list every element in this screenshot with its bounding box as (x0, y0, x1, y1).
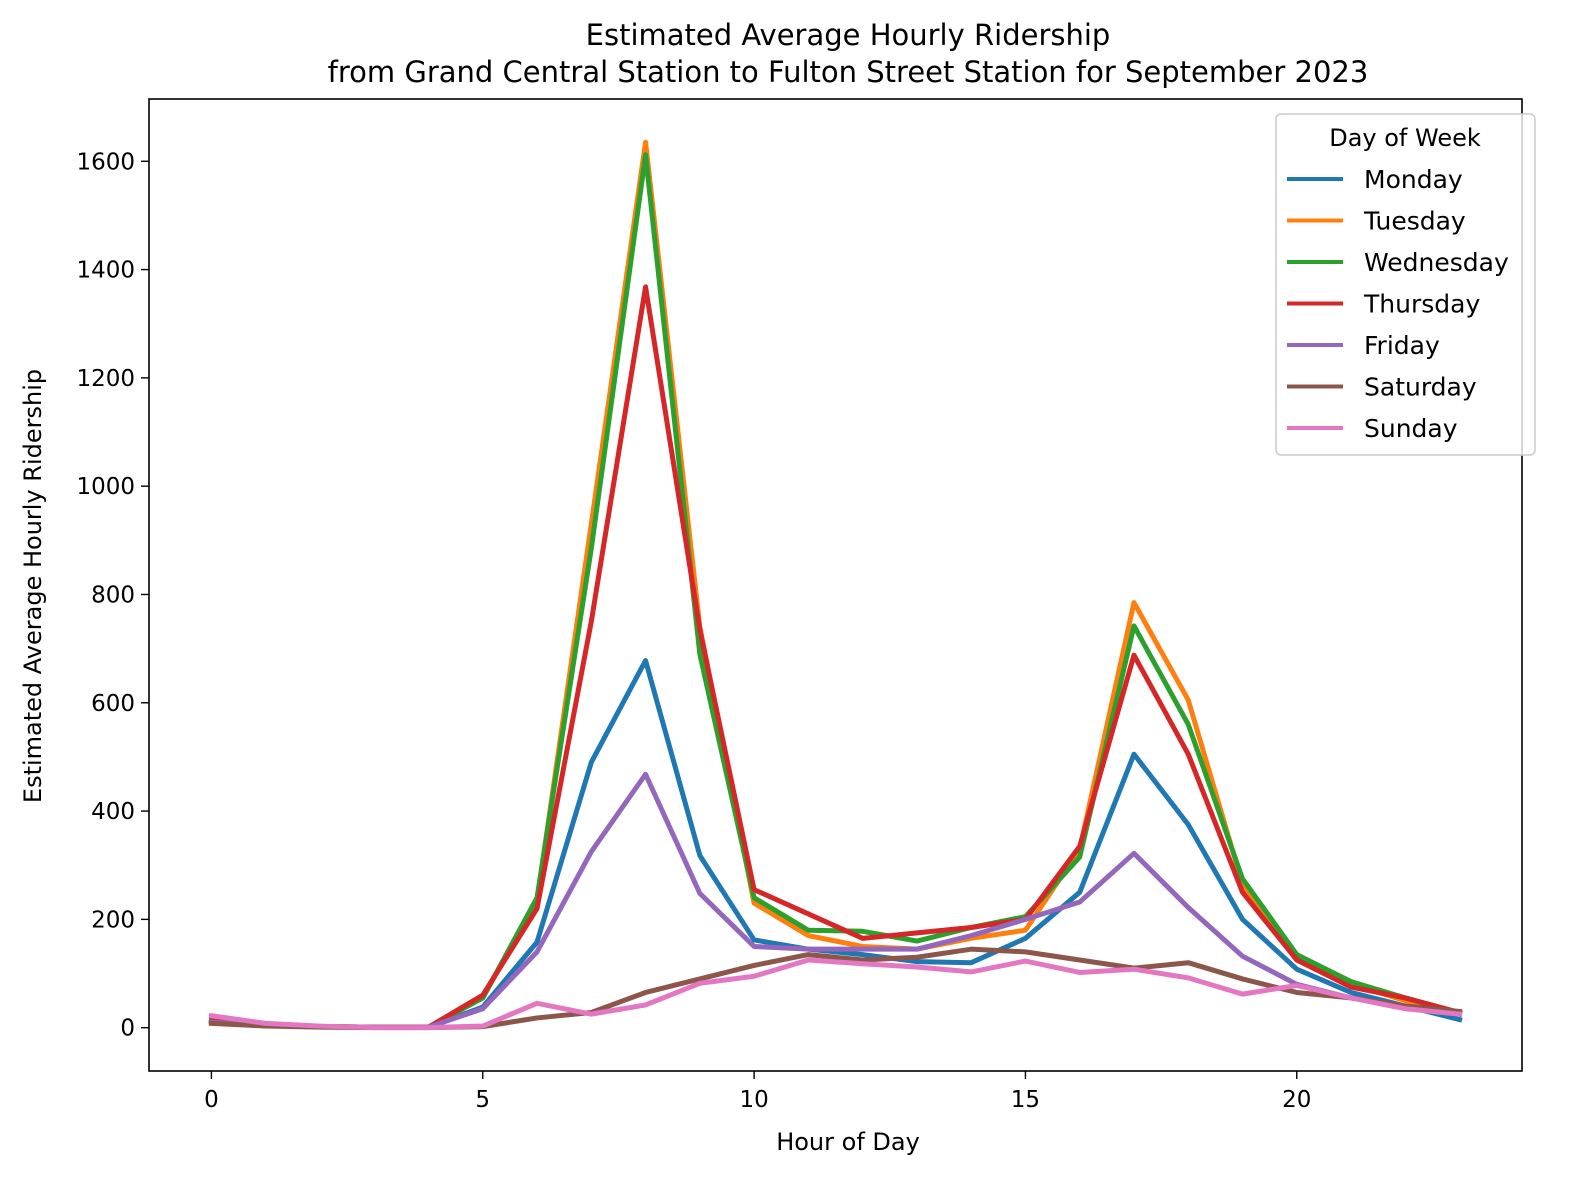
y-tick-label: 400 (91, 799, 135, 825)
series-line-sunday (208, 957, 1463, 1031)
y-tick-label: 1400 (76, 258, 135, 284)
legend-label-thursday: Thursday (1363, 290, 1480, 319)
y-tick-label: 1200 (76, 366, 135, 392)
y-tick-label: 200 (91, 907, 135, 933)
series-line-thursday (208, 284, 1463, 1030)
x-tick-label: 0 (204, 1087, 219, 1113)
x-tick-label: 10 (739, 1087, 768, 1113)
legend-title: Day of Week (1329, 124, 1481, 152)
chart-title-line-1: Estimated Average Hourly Ridership (586, 18, 1111, 52)
y-tick-label: 1000 (76, 474, 135, 500)
chart-title-line-2: from Grand Central Station to Fulton Str… (328, 55, 1369, 89)
plot-area-frame (148, 98, 1523, 1072)
x-tick-label: 5 (475, 1087, 490, 1113)
y-axis-label: Estimated Average Hourly Ridership (19, 369, 47, 803)
legend-box (1275, 113, 1536, 456)
x-axis-label: Hour of Day (776, 1128, 920, 1156)
y-tick-label: 1600 (76, 149, 135, 175)
y-tick-label: 600 (91, 691, 135, 717)
legend-label-saturday: Saturday (1364, 373, 1477, 402)
series-line-tuesday (208, 139, 1463, 1030)
legend-label-monday: Monday (1364, 165, 1463, 194)
y-tick-label: 800 (91, 582, 135, 608)
y-tick-label: 0 (120, 1016, 135, 1042)
series-line-wednesday (208, 152, 1463, 1030)
legend-label-friday: Friday (1364, 331, 1440, 360)
x-tick-label: 15 (1011, 1087, 1040, 1113)
legend: Day of Week Monday Tuesday Wednesday Thursd… (1275, 113, 1536, 456)
x-tick-label: 20 (1282, 1087, 1311, 1113)
legend-label-tuesday: Tuesday (1363, 207, 1466, 236)
series-lines (208, 139, 1463, 1031)
legend-label-wednesday: Wednesday (1364, 248, 1509, 277)
legend-label-sunday: Sunday (1364, 414, 1458, 443)
